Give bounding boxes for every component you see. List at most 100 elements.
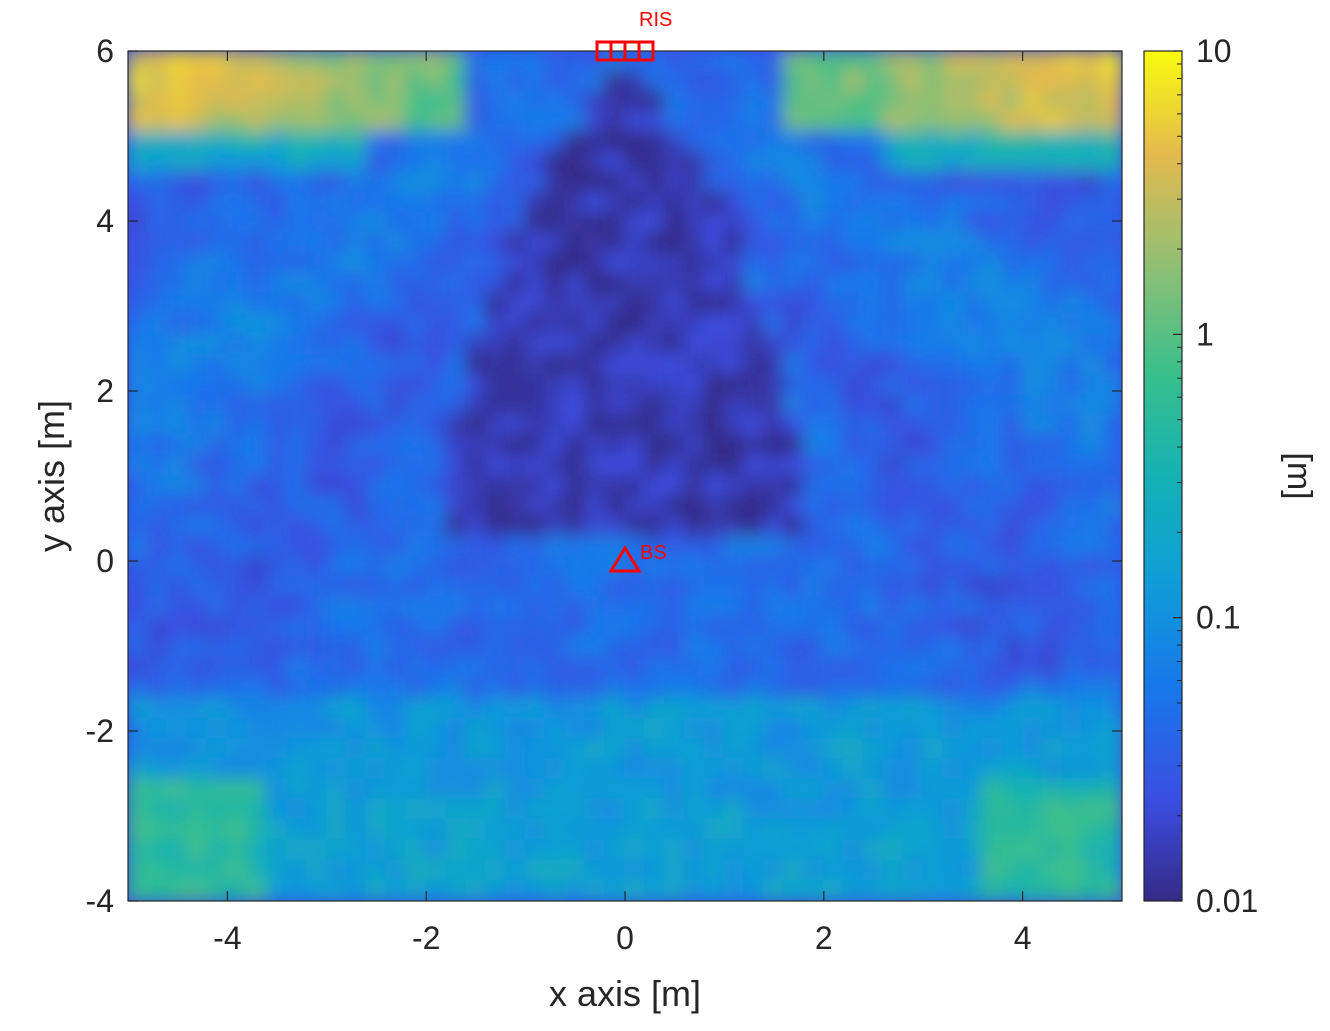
heatmap-cell xyxy=(1101,333,1122,356)
heatmap-cell xyxy=(723,515,746,538)
heatmap-cell xyxy=(922,110,945,133)
heatmap-cell xyxy=(1081,758,1104,781)
heatmap-cell xyxy=(723,596,746,619)
heatmap-cell xyxy=(166,677,189,700)
heatmap-cell xyxy=(465,292,487,316)
heatmap-cell xyxy=(206,535,229,558)
heatmap-cell xyxy=(445,414,467,437)
heatmap-cell xyxy=(842,556,865,579)
heatmap-cell xyxy=(286,515,308,538)
heatmap-cell xyxy=(802,110,825,133)
heatmap-cell xyxy=(1101,495,1122,518)
heatmap-cell xyxy=(981,394,1004,417)
heatmap-cell xyxy=(624,313,646,336)
heatmap-cell xyxy=(425,191,448,214)
heatmap-cell xyxy=(544,272,567,295)
heatmap-cell xyxy=(783,272,805,295)
heatmap-cell xyxy=(783,475,805,498)
heatmap-cell xyxy=(206,495,229,518)
heatmap-cell xyxy=(206,758,229,781)
heatmap-cell xyxy=(1041,839,1064,862)
heatmap-cell xyxy=(405,556,428,579)
heatmap-cell xyxy=(405,131,428,154)
heatmap-cell xyxy=(325,272,348,295)
heatmap-cell xyxy=(345,151,368,174)
heatmap-cell xyxy=(604,454,626,477)
heatmap-cell xyxy=(902,475,925,498)
heatmap-cell xyxy=(484,475,507,498)
heatmap-cell xyxy=(643,495,666,518)
heatmap-cell xyxy=(325,576,348,599)
heatmap-cell xyxy=(166,434,189,457)
heatmap-cell xyxy=(146,616,169,639)
heatmap-cell xyxy=(802,292,825,316)
heatmap-cell xyxy=(604,879,626,901)
heatmap-cell xyxy=(942,758,964,781)
heatmap-cell xyxy=(345,576,368,599)
x-tick-label: -2 xyxy=(412,920,440,956)
heatmap-cell xyxy=(445,353,467,376)
heatmap-cell xyxy=(445,171,467,194)
heatmap-cell xyxy=(743,211,766,235)
heatmap-cell xyxy=(624,495,646,518)
heatmap-cell xyxy=(763,576,786,599)
heatmap-cell xyxy=(524,272,547,295)
heatmap-cell xyxy=(584,819,607,842)
heatmap-cell xyxy=(345,131,368,154)
heatmap-cell xyxy=(604,657,626,680)
heatmap-cell xyxy=(942,151,964,174)
heatmap-cell xyxy=(584,475,607,498)
bs-marker xyxy=(608,545,642,573)
heatmap-cell xyxy=(385,232,408,255)
heatmap-cell xyxy=(345,859,368,882)
heatmap-cell xyxy=(146,657,169,680)
heatmap-cell xyxy=(166,798,189,821)
heatmap-cell xyxy=(1081,272,1104,295)
heatmap-cell xyxy=(902,434,925,457)
heatmap-cell xyxy=(922,51,945,73)
heatmap-cell xyxy=(425,758,448,781)
heatmap-cell xyxy=(802,90,825,113)
heatmap-cell xyxy=(922,717,945,741)
heatmap-cell xyxy=(504,475,527,498)
heatmap-cell xyxy=(743,859,766,882)
heatmap-cell xyxy=(842,151,865,174)
heatmap-cell xyxy=(226,596,249,619)
heatmap-cell xyxy=(584,414,607,437)
heatmap-cell xyxy=(405,434,428,457)
heatmap-cell xyxy=(663,535,686,558)
heatmap-cell xyxy=(783,758,805,781)
heatmap-cell xyxy=(266,515,289,538)
heatmap-cell xyxy=(643,636,666,660)
heatmap-cell xyxy=(544,657,567,680)
heatmap-cell xyxy=(1041,556,1064,579)
heatmap-cell xyxy=(146,495,169,518)
heatmap-cell xyxy=(1101,313,1122,336)
heatmap-cell xyxy=(524,535,547,558)
heatmap-cell xyxy=(1041,151,1064,174)
heatmap-cell xyxy=(385,677,408,700)
heatmap-cell xyxy=(286,211,308,235)
heatmap-cell xyxy=(962,778,984,801)
heatmap-cell xyxy=(1061,454,1084,477)
heatmap-cell xyxy=(802,697,825,720)
heatmap-cell xyxy=(882,131,905,154)
heatmap-cell xyxy=(246,556,269,579)
heatmap-cell xyxy=(842,110,865,133)
heatmap-cell xyxy=(624,717,646,741)
heatmap-cell xyxy=(802,839,825,862)
heatmap-cell xyxy=(1101,131,1122,154)
heatmap-cell xyxy=(783,292,805,316)
heatmap-cell xyxy=(1001,151,1024,174)
heatmap-cell xyxy=(266,232,289,255)
heatmap-cell xyxy=(902,70,925,93)
heatmap-cell xyxy=(425,394,448,417)
heatmap-cell xyxy=(862,697,885,720)
heatmap-cell xyxy=(305,616,328,639)
heatmap-cell xyxy=(1001,211,1024,235)
heatmap-cell xyxy=(862,252,885,275)
heatmap-cell xyxy=(345,475,368,498)
heatmap-cell xyxy=(1041,717,1064,741)
heatmap-cell xyxy=(246,353,269,376)
